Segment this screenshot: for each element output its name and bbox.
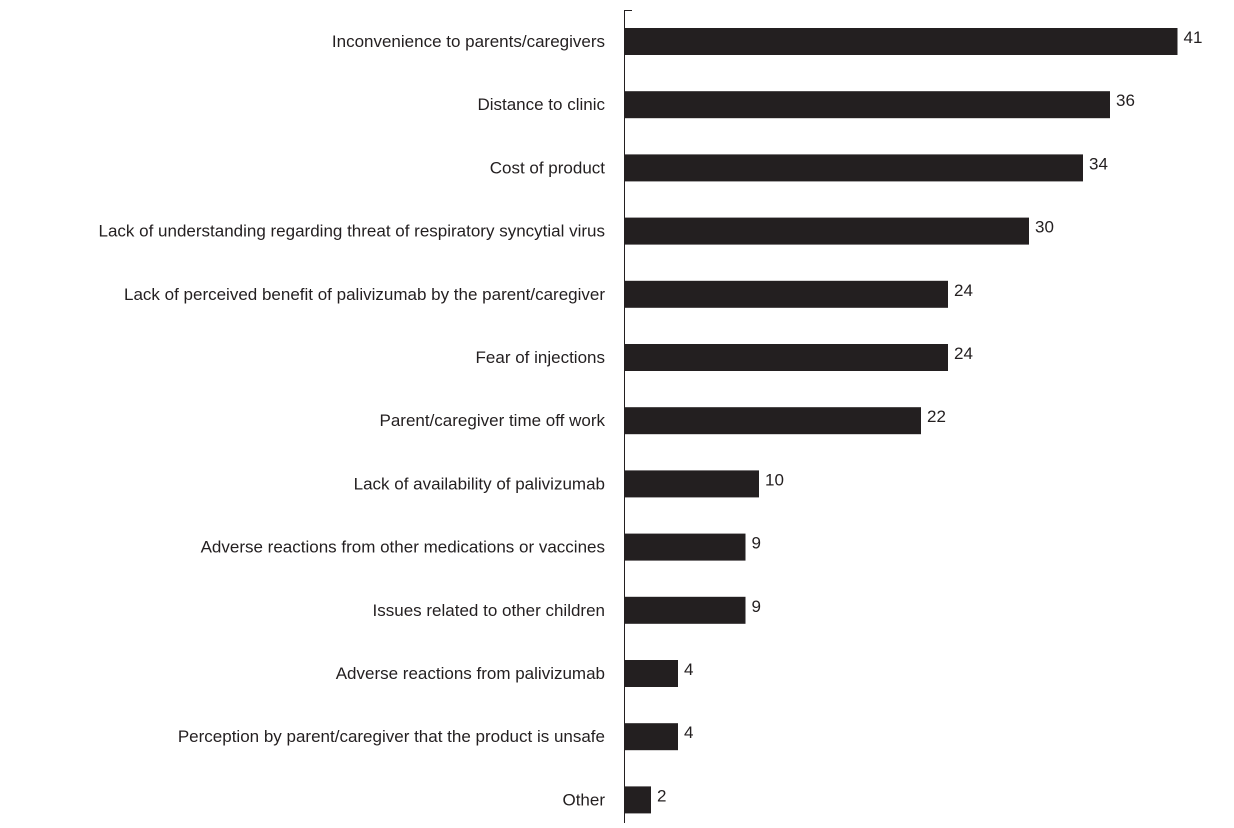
value-label-lack-of-availability-of-palivizumab: 10 [765,470,784,489]
category-label-issues-related-to-other-children: Issues related to other children [373,601,605,620]
value-label-inconvenience-to-parents-caregivers: 41 [1184,28,1203,47]
category-labels-layer: Inconvenience to parents/caregivers Dista… [99,32,606,809]
bar-distance-to-clinic [624,91,1110,119]
value-label-issues-related-to-other-children: 9 [752,597,761,616]
value-label-perception-by-parent-caregiver-that-the-product-is-unsafe: 4 [684,723,693,742]
value-labels-layer: 41 36 34 30 24 24 22 10 9 9 4 4 2 [657,28,1202,805]
category-label-lack-of-perceived-benefit-of-palivizumab-by-the-parent-caregiver: Lack of perceived benefit of palivizumab… [124,285,605,304]
category-label-fear-of-injections: Fear of injections [476,348,605,367]
category-label-perception-by-parent-caregiver-that-the-product-is-unsafe: Perception by parent/caregiver that the … [178,727,605,746]
category-label-parent-caregiver-time-off-work: Parent/caregiver time off work [380,411,606,430]
bar-cost-of-product [624,154,1083,182]
category-label-adverse-reactions-from-other-medications-or-vaccines: Adverse reactions from other medications… [201,538,605,557]
value-label-other: 2 [657,786,666,805]
value-label-adverse-reactions-from-other-medications-or-vaccines: 9 [752,534,761,553]
bar-lack-of-understanding-regarding-threat-of-respiratory-syncytial-virus [624,217,1029,245]
value-label-parent-caregiver-time-off-work: 22 [927,407,946,426]
bar-parent-caregiver-time-off-work [624,407,921,435]
value-label-fear-of-injections: 24 [954,344,973,363]
bar-adverse-reactions-from-other-medications-or-vaccines [624,533,746,561]
category-label-lack-of-understanding-regarding-threat-of-respiratory-syncytial-virus: Lack of understanding regarding threat o… [99,222,605,241]
bar-adverse-reactions-from-palivizumab [624,660,678,687]
value-label-lack-of-perceived-benefit-of-palivizumab-by-the-parent-caregiver: 24 [954,281,973,300]
category-label-inconvenience-to-parents-caregivers: Inconvenience to parents/caregivers [332,32,605,51]
bar-perception-by-parent-caregiver-that-the-product-is-unsafe [624,723,678,751]
value-label-distance-to-clinic: 36 [1116,91,1135,110]
category-label-adverse-reactions-from-palivizumab: Adverse reactions from palivizumab [336,664,605,683]
bar-inconvenience-to-parents-caregivers [624,28,1178,55]
category-label-other: Other [562,790,605,809]
category-label-distance-to-clinic: Distance to clinic [477,95,605,114]
bar-lack-of-availability-of-palivizumab [624,470,759,498]
bar-lack-of-perceived-benefit-of-palivizumab-by-the-parent-caregiver [624,280,948,308]
bar-other [624,786,651,814]
bars-layer [624,28,1178,814]
bar-issues-related-to-other-children [624,596,746,624]
category-label-lack-of-availability-of-palivizumab: Lack of availability of palivizumab [354,474,605,493]
value-label-cost-of-product: 34 [1089,154,1108,173]
category-label-cost-of-product: Cost of product [490,158,606,177]
bar-fear-of-injections [624,344,948,371]
value-label-lack-of-understanding-regarding-threat-of-respiratory-syncytial-virus: 30 [1035,218,1054,237]
value-label-adverse-reactions-from-palivizumab: 4 [684,660,693,679]
